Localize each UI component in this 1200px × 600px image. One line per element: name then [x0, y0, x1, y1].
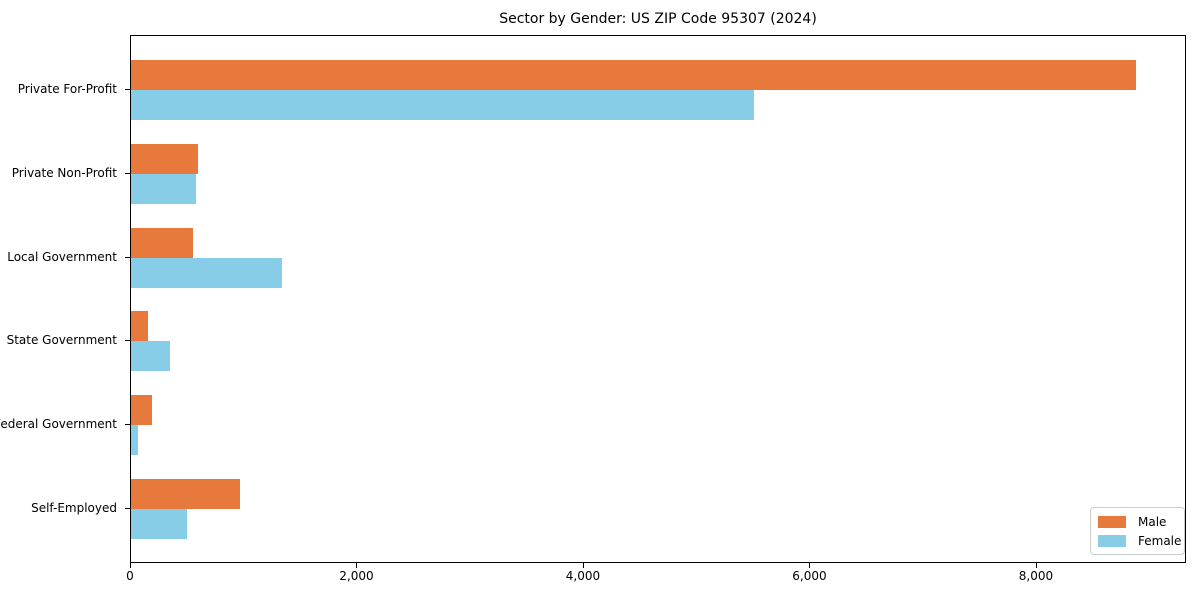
bar-female-federal-government [131, 425, 138, 456]
ytick-label-state-government: State Government [6, 333, 117, 348]
bar-male-self-employed [131, 479, 241, 509]
xtick-label-6000: 6,000 [792, 569, 827, 583]
ytick-mark-private-for-profit [125, 89, 130, 90]
bar-male-federal-government [131, 395, 152, 426]
ytick-mark-private-non-profit [125, 172, 130, 174]
male-swatch-icon [1098, 515, 1126, 528]
bar-male-private-non-profit [131, 143, 198, 174]
xtick-label-0: 0 [126, 569, 134, 583]
ytick-label-local-government: Local Government [7, 249, 117, 264]
ytick-label-private-for-profit: Private For-Profit [17, 82, 117, 96]
xtick-label-8000: 8,000 [1018, 569, 1054, 583]
bar-female-self-employed [131, 509, 187, 539]
female-swatch-icon [1098, 534, 1126, 547]
ytick-label-private-non-profit: Private Non-Profit [11, 165, 117, 180]
plot-area [130, 35, 1186, 563]
ytick-mark-self-employed [125, 508, 130, 509]
bar-female-private-non-profit [131, 173, 196, 204]
xtick-label-4000: 4,000 [565, 569, 601, 583]
xtick-label-2000: 2,000 [339, 569, 374, 583]
legend: Male Female [1090, 507, 1185, 555]
bar-female-state-government [131, 341, 170, 372]
legend-label-female: Female [1138, 533, 1182, 548]
xtick-mark-4000 [582, 563, 584, 568]
bar-female-local-government [131, 257, 282, 288]
xtick-mark-0 [130, 563, 131, 568]
ytick-label-federal-government: Federal Government [0, 417, 117, 432]
ytick-mark-state-government [125, 340, 130, 342]
xtick-mark-2000 [356, 563, 358, 568]
legend-item-male: Male [1098, 515, 1177, 529]
ytick-label-self-employed: Self-Employed [31, 501, 117, 515]
legend-label-male: Male [1138, 514, 1167, 529]
bar-male-state-government [131, 311, 148, 342]
legend-item-female: Female [1098, 534, 1181, 548]
chart-title: Sector by Gender: US ZIP Code 95307 (202… [499, 11, 817, 27]
xtick-mark-6000 [809, 563, 811, 568]
xtick-mark-8000 [1035, 563, 1037, 568]
ytick-mark-local-government [125, 256, 130, 258]
bar-male-local-government [131, 227, 194, 258]
bar-female-private-for-profit [131, 90, 754, 120]
bar-male-private-for-profit [131, 60, 1136, 90]
ytick-mark-federal-government [125, 424, 130, 426]
